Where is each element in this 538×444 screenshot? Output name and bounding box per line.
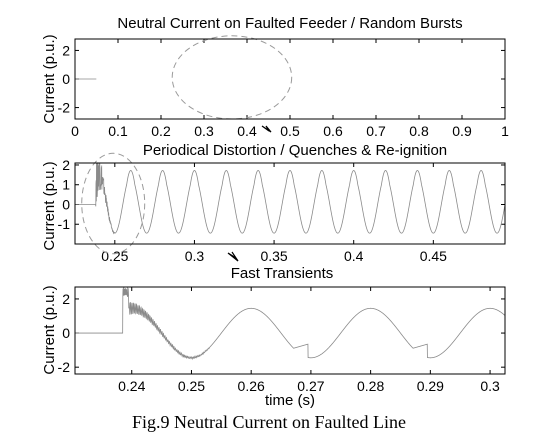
x-tick-label: 0.24 — [118, 378, 145, 394]
chart-panel-periodical-distortion: Periodical Distortion / Quenches & Re-ig… — [41, 142, 506, 264]
y-tick-label: 2 — [62, 157, 70, 173]
zoom-region-ellipse — [171, 35, 293, 120]
y-axis-label: Current (p.u.) — [41, 161, 58, 250]
x-axis-label: time (s) — [265, 392, 315, 409]
x-tick-label: 0.25 — [178, 378, 205, 394]
panel-title: Periodical Distortion / Quenches & Re-ig… — [143, 142, 447, 159]
y-tick-label: 0 — [62, 71, 70, 87]
x-tick-label: 0.25 — [101, 248, 128, 264]
signal-line — [75, 287, 506, 361]
x-tick-label: 0.5 — [280, 123, 300, 139]
x-tick-label: 0.28 — [357, 378, 384, 394]
plot-frame — [74, 162, 506, 245]
y-tick-label: -2 — [58, 359, 71, 375]
x-tick-label: 1 — [501, 123, 509, 139]
x-tick-label: 0.3 — [185, 248, 205, 264]
x-tick-label: 0.1 — [108, 123, 128, 139]
zoom-arrow-2 — [227, 251, 239, 262]
panel-title: Fast Transients — [231, 265, 334, 282]
y-tick-label: -2 — [58, 100, 71, 116]
x-tick-label: 0.26 — [238, 378, 265, 394]
y-axis-label: Current (p.u.) — [41, 34, 58, 123]
y-tick-label: -1 — [58, 216, 71, 232]
chart-panel-fast-transients: Fast Transients Current (p.u.) time (s) … — [41, 265, 506, 409]
x-tick-label: 0 — [71, 123, 79, 139]
x-tick-label: 0.27 — [297, 378, 324, 394]
x-tick-label: 0.3 — [480, 378, 500, 394]
plot-frame — [74, 38, 506, 120]
chart-panel-random-bursts: Neutral Current on Faulted Feeder / Rand… — [41, 15, 509, 139]
y-tick-label: 2 — [62, 291, 70, 307]
x-tick-label: 0.4 — [344, 248, 364, 264]
x-tick-label: 0.35 — [260, 248, 287, 264]
y-tick-label: 0 — [62, 196, 70, 212]
panel-title: Neutral Current on Faulted Feeder / Rand… — [117, 15, 462, 32]
x-tick-label: 0.3 — [194, 123, 214, 139]
signal-line — [75, 162, 506, 235]
plot-frame — [74, 286, 506, 375]
y-tick-label: 0 — [62, 325, 70, 341]
y-tick-label: 2 — [62, 42, 70, 58]
y-axis-label: Current (p.u.) — [41, 285, 58, 374]
zoom-arrow-1 — [261, 125, 272, 133]
x-tick-label: 0.7 — [366, 123, 386, 139]
x-tick-label: 0.2 — [151, 123, 171, 139]
zoom-region-ellipse — [81, 152, 146, 255]
figure-caption: Fig.9 Neutral Current on Faulted Line — [132, 412, 406, 432]
x-tick-label: 0.8 — [409, 123, 429, 139]
y-tick-label: 1 — [62, 177, 70, 193]
x-tick-label: 0.9 — [452, 123, 472, 139]
x-tick-label: 0.6 — [323, 123, 343, 139]
x-tick-label: 0.45 — [420, 248, 447, 264]
x-tick-label: 0.29 — [417, 378, 444, 394]
x-tick-label: 0.4 — [237, 123, 257, 139]
